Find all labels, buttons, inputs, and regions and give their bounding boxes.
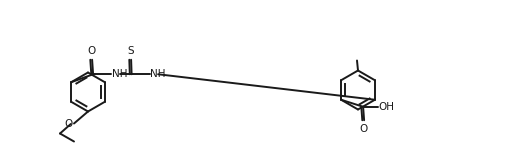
Text: OH: OH bbox=[377, 102, 393, 112]
Text: NH: NH bbox=[150, 69, 165, 79]
Text: NH: NH bbox=[112, 69, 127, 79]
Text: S: S bbox=[127, 46, 134, 56]
Text: O: O bbox=[358, 124, 367, 134]
Text: O: O bbox=[87, 46, 95, 56]
Text: O: O bbox=[64, 119, 73, 129]
